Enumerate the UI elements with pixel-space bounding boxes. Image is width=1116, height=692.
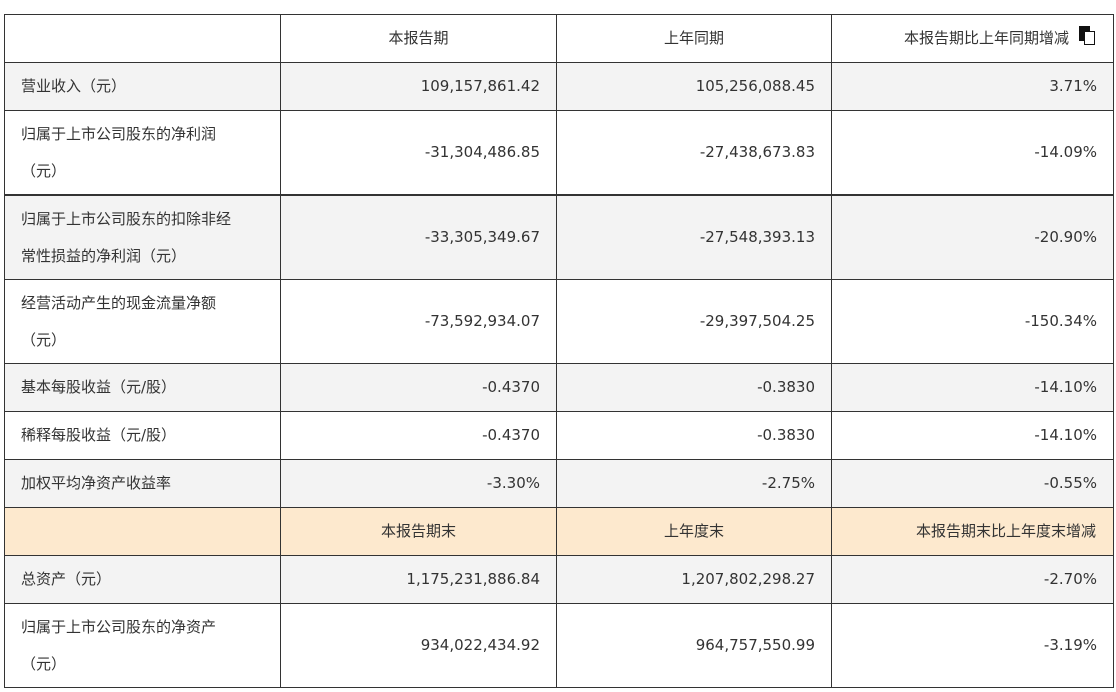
header-current-period: 本报告期 — [280, 14, 557, 63]
table-row: 总资产（元） 1,175,231,886.84 1,207,802,298.27… — [4, 555, 1114, 604]
header-label-cell — [4, 14, 281, 63]
header-change: 本报告期比上年同期增减 — [831, 14, 1114, 63]
current-value: -0.4370 — [280, 411, 557, 460]
table-row: 营业收入（元） 109,157,861.42 105,256,088.45 3.… — [4, 62, 1114, 111]
current-value: -0.4370 — [280, 363, 557, 412]
prior-value: 964,757,550.99 — [556, 603, 832, 688]
change-value: -150.34% — [831, 279, 1114, 364]
change-value: -14.10% — [831, 411, 1114, 460]
current-value: 934,022,434.92 — [280, 603, 557, 688]
table-row: 归属于上市公司股东的扣除非经 常性损益的净利润（元） -33,305,349.67… — [4, 194, 1114, 280]
prior-value: -27,438,673.83 — [556, 110, 832, 196]
current-value: -33,305,349.67 — [280, 194, 557, 280]
table-row: 经营活动产生的现金流量净额 （元） -73,592,934.07 -29,397,… — [4, 279, 1114, 364]
row-label: 加权平均净资产收益率 — [4, 459, 281, 508]
table-row: 基本每股收益（元/股） -0.4370 -0.3830 -14.10% — [4, 363, 1114, 412]
row-label: 稀释每股收益（元/股） — [4, 411, 281, 460]
current-value: 109,157,861.42 — [280, 62, 557, 111]
current-value: -73,592,934.07 — [280, 279, 557, 364]
table-row: 归属于上市公司股东的净利润 （元） -31,304,486.85 -27,438,… — [4, 110, 1114, 196]
header-prior-period: 上年同期 — [556, 14, 832, 63]
prior-value: -27,548,393.13 — [556, 194, 832, 280]
prior-value: -0.3830 — [556, 363, 832, 412]
prior-value: -0.3830 — [556, 411, 832, 460]
table-row: 加权平均净资产收益率 -3.30% -2.75% -0.55% — [4, 459, 1114, 508]
table-row: 稀释每股收益（元/股） -0.4370 -0.3830 -14.10% — [4, 411, 1114, 460]
prior-value: 105,256,088.45 — [556, 62, 832, 111]
header-change-label: 本报告期比上年同期增减 — [903, 29, 1069, 47]
row-label: 经营活动产生的现金流量净额 （元） — [4, 279, 281, 364]
header-change-vs-year-end: 本报告期末比上年度末增减 — [831, 507, 1114, 556]
change-value: -2.70% — [831, 555, 1114, 604]
prior-value: -29,397,504.25 — [556, 279, 832, 364]
table-row: 归属于上市公司股东的净资产 （元） 934,022,434.92 964,757,… — [4, 603, 1114, 688]
header-prior-year-end: 上年度末 — [556, 507, 832, 556]
change-value: -0.55% — [831, 459, 1114, 508]
header-current-period-end: 本报告期末 — [280, 507, 557, 556]
row-label: 基本每股收益（元/股） — [4, 363, 281, 412]
current-value: -3.30% — [280, 459, 557, 508]
change-value: -3.19% — [831, 603, 1114, 688]
prior-value: 1,207,802,298.27 — [556, 555, 832, 604]
current-value: -31,304,486.85 — [280, 110, 557, 196]
change-value: -14.10% — [831, 363, 1114, 412]
row-label: 归属于上市公司股东的净资产 （元） — [4, 603, 281, 688]
balance-header-row: 本报告期末 上年度末 本报告期末比上年度末增减 — [4, 507, 1114, 556]
change-value: 3.71% — [831, 62, 1114, 111]
header-label-cell — [4, 507, 281, 556]
financial-summary-table: 本报告期 上年同期 本报告期比上年同期增减 营业收入（元） 109,157,86… — [4, 14, 1114, 688]
prior-value: -2.75% — [556, 459, 832, 508]
change-value: -14.09% — [831, 110, 1114, 196]
row-label: 总资产（元） — [4, 555, 281, 604]
copy-icon[interactable] — [1079, 26, 1096, 46]
current-value: 1,175,231,886.84 — [280, 555, 557, 604]
period-header-row: 本报告期 上年同期 本报告期比上年同期增减 — [4, 14, 1114, 63]
row-label: 归属于上市公司股东的扣除非经 常性损益的净利润（元） — [4, 194, 281, 280]
change-value: -20.90% — [831, 194, 1114, 280]
row-label: 营业收入（元） — [4, 62, 281, 111]
row-label: 归属于上市公司股东的净利润 （元） — [4, 110, 281, 196]
